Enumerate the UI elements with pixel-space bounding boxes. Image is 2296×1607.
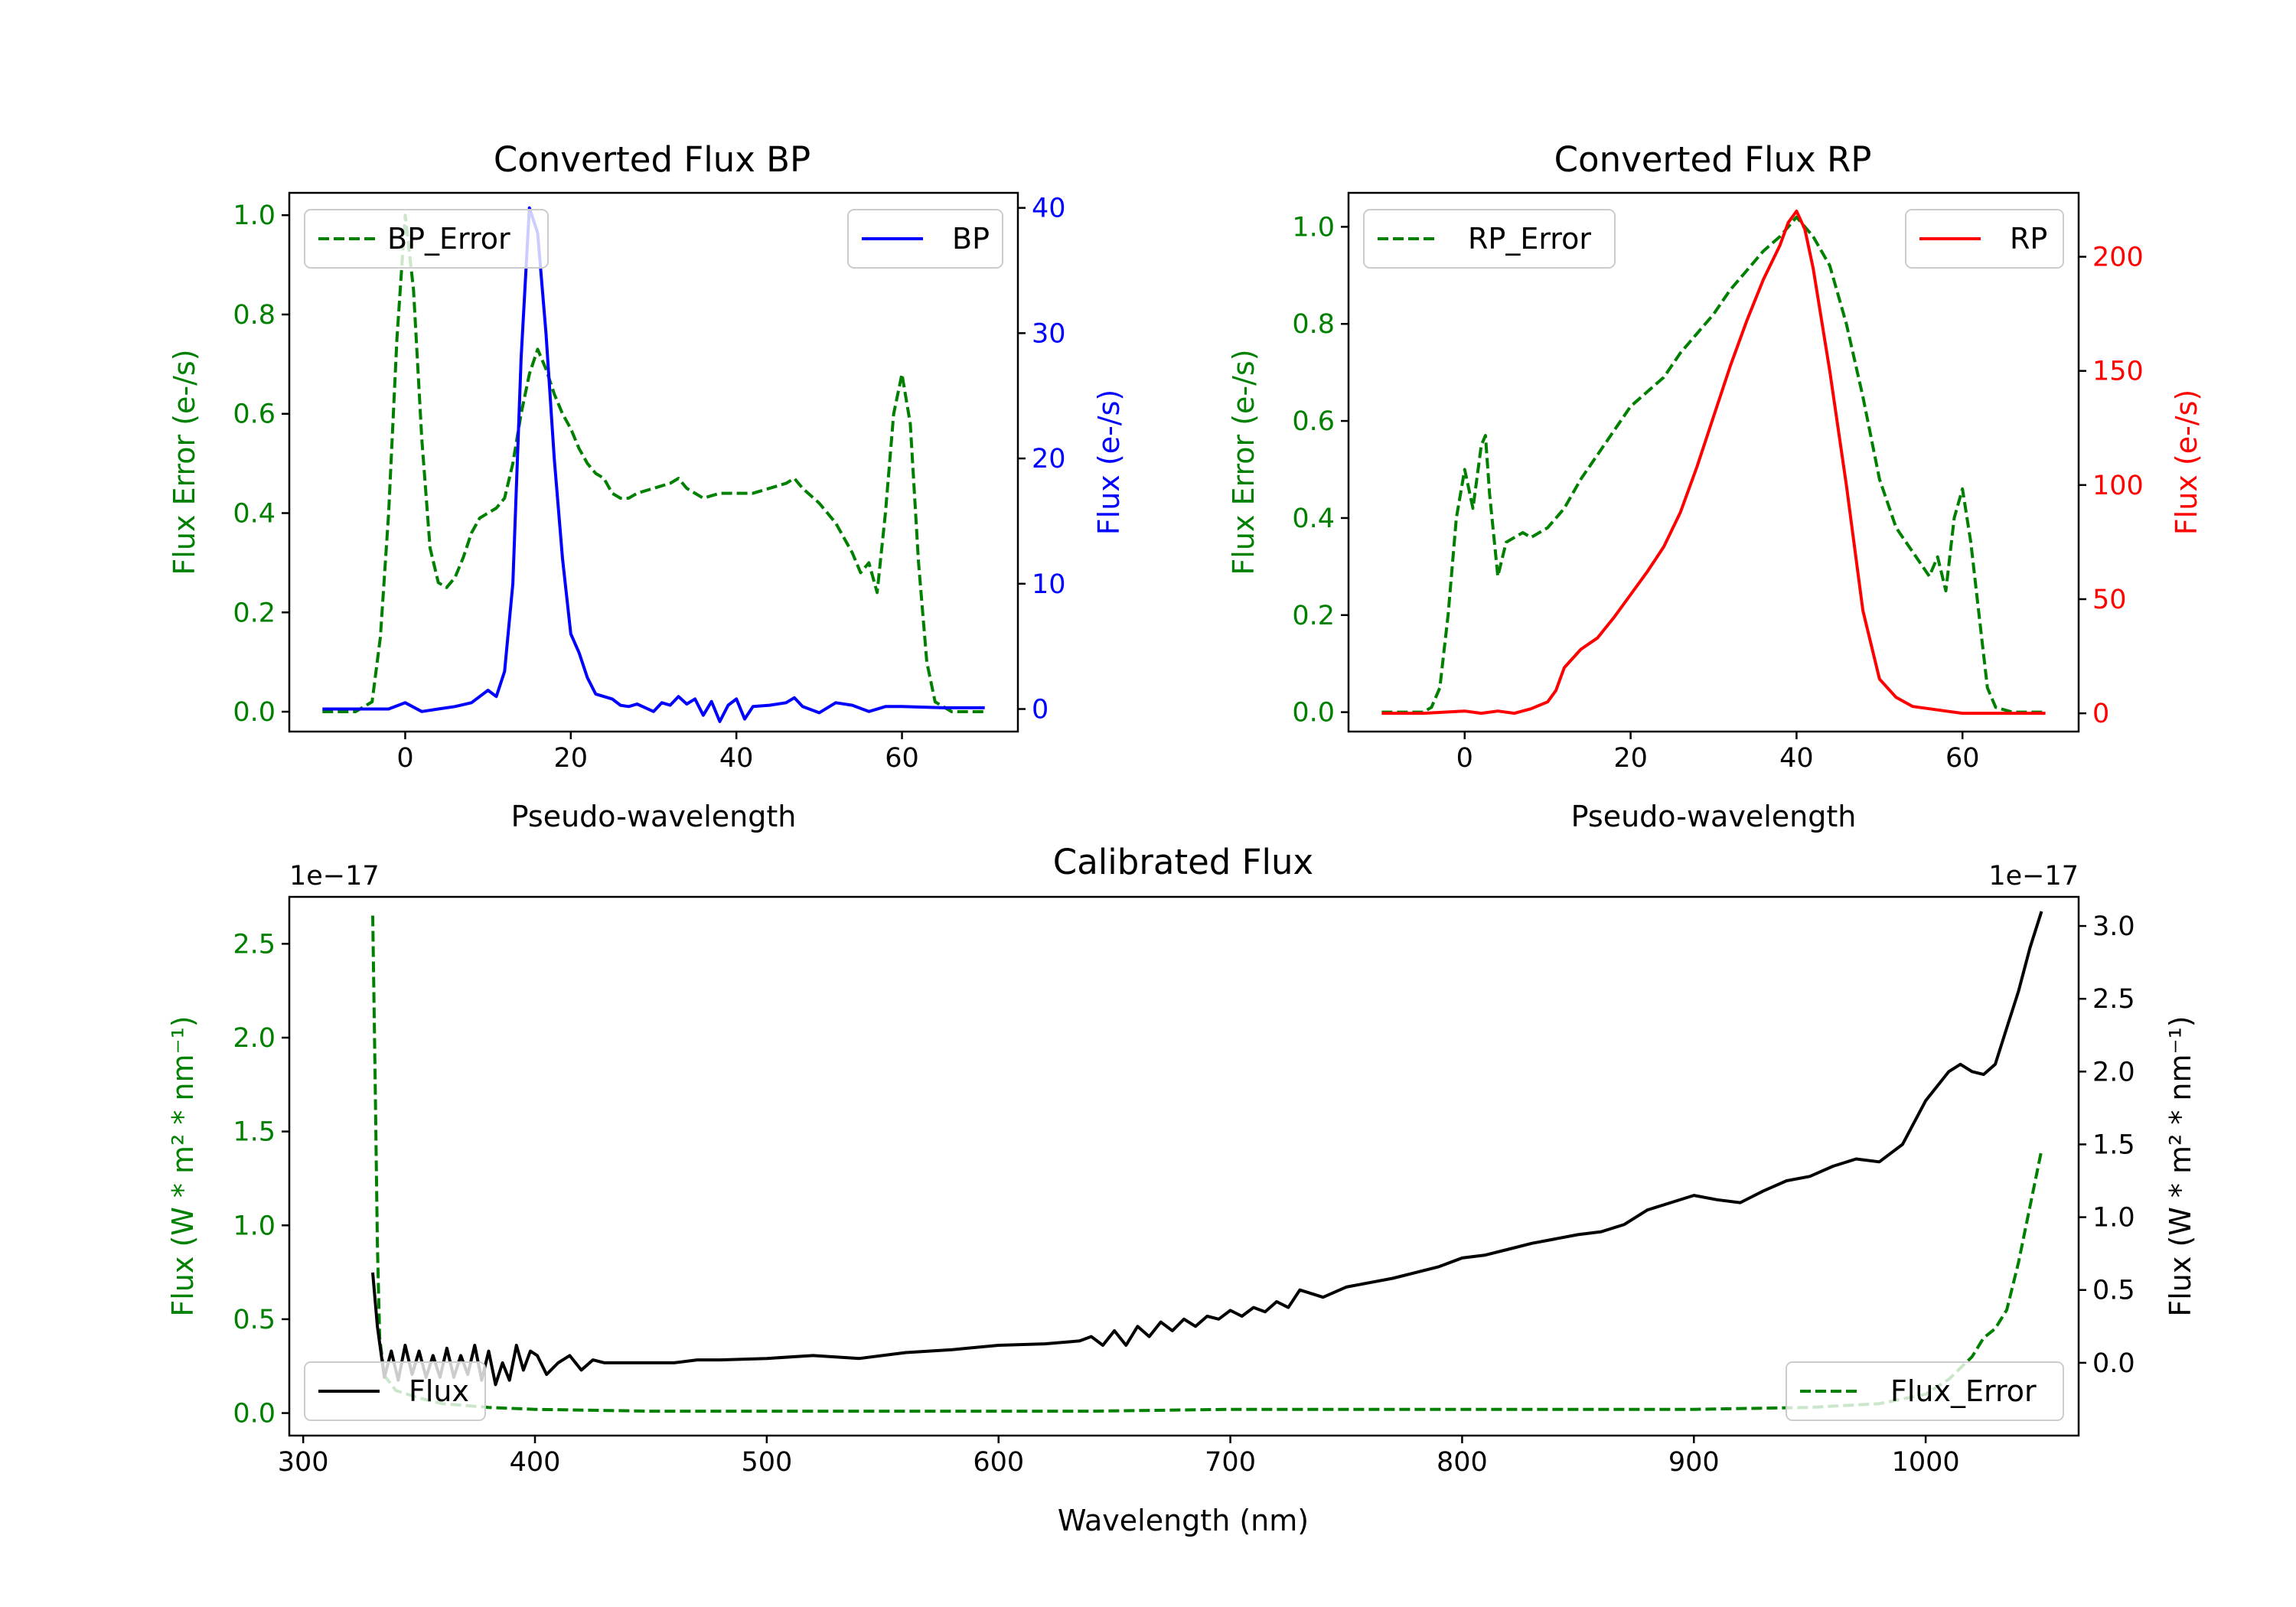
panel-cal-right-ytick-label: 0.0 [2092, 1348, 2135, 1379]
panel-cal: Calibrated Flux 300 400 500 600 700 800 900 100… [166, 842, 2197, 1537]
panel-cal-left-ytick-label: 0.0 [233, 1399, 276, 1429]
series-rp-line [1381, 209, 2046, 715]
panel-cal-right-ytick-label: 3.0 [2092, 911, 2135, 942]
panel-rp-xlabel: Pseudo-wavelength [1571, 800, 1857, 833]
panel-cal-left-ytick-label: 1.0 [233, 1211, 276, 1241]
panel-cal-left-offset-text: 1e−17 [289, 861, 380, 892]
panel-bp-right-ytick-label: 30 [1032, 318, 1066, 349]
panel-rp: Converted Flux RP 0 20 40 60 0.0 0.2 0.4 0.6 0.8… [1227, 139, 2203, 833]
panel-rp-right-ylabel: Flux (e-/s) [2170, 390, 2203, 535]
panel-bp-left-ytick-label: 0.0 [233, 697, 276, 728]
panel-cal-right-offset-text: 1e−17 [1988, 861, 2079, 892]
panel-cal-left-ylabel: Flux (W * m² * nm⁻¹) [166, 1015, 200, 1316]
legend-flux-error-label: Flux_Error [1890, 1374, 2037, 1408]
panel-cal-right-ytick-label: 2.0 [2092, 1057, 2135, 1087]
panel-cal-right-ytick-label: 2.5 [2092, 984, 2135, 1015]
legend-rp-error: RP_Error [1363, 209, 1616, 269]
panel-bp-xtick-label: 0 [396, 743, 413, 774]
panel-bp-title: Converted Flux BP [494, 139, 810, 180]
panel-cal-left-ytick-label: 2.5 [233, 929, 276, 960]
panel-rp-left-ytick-label: 0.4 [1292, 504, 1335, 534]
panel-rp-left-ytick-label: 0.6 [1292, 406, 1335, 437]
panel-cal-title: Calibrated Flux [1053, 842, 1313, 882]
panel-cal-xtick-label: 400 [510, 1447, 561, 1478]
legend-rp-error-box [1363, 209, 1616, 269]
panel-rp-xtick-label: 20 [1613, 743, 1648, 774]
legend-rp-label: RP [2010, 222, 2047, 256]
panel-bp-frame [288, 191, 1019, 733]
panel-rp-left-ytick-label: 0.0 [1292, 698, 1335, 729]
panel-bp-left-ylabel: Flux Error (e-/s) [168, 349, 201, 575]
panel-bp-series-layer [322, 206, 985, 723]
panel-rp-left-ytick-label: 0.8 [1292, 309, 1335, 340]
panel-rp-left-ylabel: Flux Error (e-/s) [1227, 349, 1261, 575]
panel-bp-xlabel: Pseudo-wavelength [511, 800, 797, 833]
panel-bp-left-ytick-label: 0.8 [233, 300, 276, 331]
panel-rp-right-ytick-label: 0 [2092, 699, 2109, 729]
panel-cal-xtick-label: 700 [1205, 1447, 1256, 1478]
panel-rp-right-ytick-label: 100 [2092, 471, 2144, 501]
panel-cal-xtick-label: 800 [1437, 1447, 1488, 1478]
legend-flux-error-box [1786, 1361, 2064, 1421]
panel-bp-right-ytick-label: 0 [1032, 695, 1049, 725]
legend-flux-box [304, 1361, 486, 1421]
panel-rp-xtick-label: 60 [1945, 743, 1980, 774]
series-bp-error-line [322, 214, 985, 713]
panel-bp-right-ytick-label: 10 [1032, 569, 1066, 600]
panel-bp-right-ytick-label: 40 [1032, 194, 1066, 224]
panel-rp-title: Converted Flux RP [1554, 139, 1872, 180]
panel-bp-axes-layer: 0 20 40 60 0.0 0.2 0.4 0.6 0.8 1.0 0 10 20 30 40 [233, 194, 1065, 774]
panel-cal-xlabel: Wavelength (nm) [1058, 1504, 1309, 1537]
panel-cal-right-ylabel: Flux (W * m² * nm⁻¹) [2164, 1015, 2197, 1316]
panel-bp-xtick-label: 20 [554, 743, 589, 774]
panel-bp-xtick-label: 40 [719, 743, 754, 774]
legend-rp-error-label: RP_Error [1468, 222, 1591, 256]
panel-rp-xtick-label: 40 [1779, 743, 1814, 774]
panel-bp-left-ytick-label: 0.6 [233, 399, 276, 430]
panel-rp-axes-layer: 0 20 40 60 0.0 0.2 0.4 0.6 0.8 1.0 0 50 100 150 200 [1292, 212, 2143, 774]
panel-bp-left-ytick-label: 1.0 [233, 200, 276, 231]
panel-bp-left-ytick-label: 0.4 [233, 499, 276, 530]
panel-rp-frame [1347, 191, 2080, 733]
legend-flux-error: Flux_Error [1786, 1361, 2064, 1421]
panel-cal-xtick-label: 600 [973, 1447, 1024, 1478]
legend-bp-box [847, 209, 1003, 269]
panel-bp-left-ytick-label: 0.2 [233, 598, 276, 628]
panel-cal-left-ytick-label: 0.5 [233, 1305, 276, 1335]
legend-bp-label: BP [952, 222, 990, 256]
panel-cal-right-ytick-label: 0.5 [2092, 1276, 2135, 1306]
panel-cal-right-ytick-label: 1.0 [2092, 1203, 2135, 1234]
legend-flux-label: Flux [409, 1374, 469, 1408]
panel-bp-xtick-label: 60 [885, 743, 919, 774]
panel-cal-axes-layer: 300 400 500 600 700 800 900 1000 0.0 0.5 1.0 1.5 2.0… [233, 911, 2135, 1478]
series-rp-error-line [1381, 215, 2046, 714]
panel-cal-left-ytick-label: 2.0 [233, 1023, 276, 1054]
panel-rp-right-ytick-label: 150 [2092, 357, 2144, 387]
panel-rp-xtick-label: 0 [1456, 743, 1473, 774]
panel-rp-left-ytick-label: 0.2 [1292, 601, 1335, 631]
panel-cal-xtick-label: 500 [741, 1447, 792, 1478]
panel-rp-right-ytick-label: 50 [2092, 585, 2127, 615]
panel-rp-series-layer [1381, 209, 2046, 715]
legend-rp: RP [1905, 209, 2064, 269]
panel-bp-right-ytick-label: 20 [1032, 444, 1066, 474]
legend-bp: BP [847, 209, 1003, 269]
legend-bp-error-label: BP_Error [387, 222, 510, 256]
series-bp-line [322, 206, 985, 723]
panel-cal-xtick-label: 900 [1668, 1447, 1720, 1478]
legend-flux: Flux [304, 1361, 486, 1421]
legend-bp-error: BP_Error [304, 209, 549, 269]
panel-cal-frame [288, 895, 2080, 1437]
panel-cal-right-ytick-label: 1.5 [2092, 1129, 2135, 1160]
panel-cal-left-ytick-label: 1.5 [233, 1117, 276, 1148]
panel-cal-xtick-label: 300 [278, 1447, 329, 1478]
panel-bp-right-ylabel: Flux (e-/s) [1092, 390, 1126, 535]
legend-rp-box [1905, 209, 2064, 269]
legend-bp-error-box [304, 209, 549, 269]
panel-rp-right-ytick-label: 200 [2092, 243, 2144, 273]
panel-bp: Converted Flux BP 0 20 40 60 0.0 0.2 0.4 0.6 0.8… [168, 139, 1126, 833]
panel-rp-left-ytick-label: 1.0 [1292, 212, 1335, 243]
panel-cal-xtick-label: 1000 [1892, 1447, 1960, 1478]
